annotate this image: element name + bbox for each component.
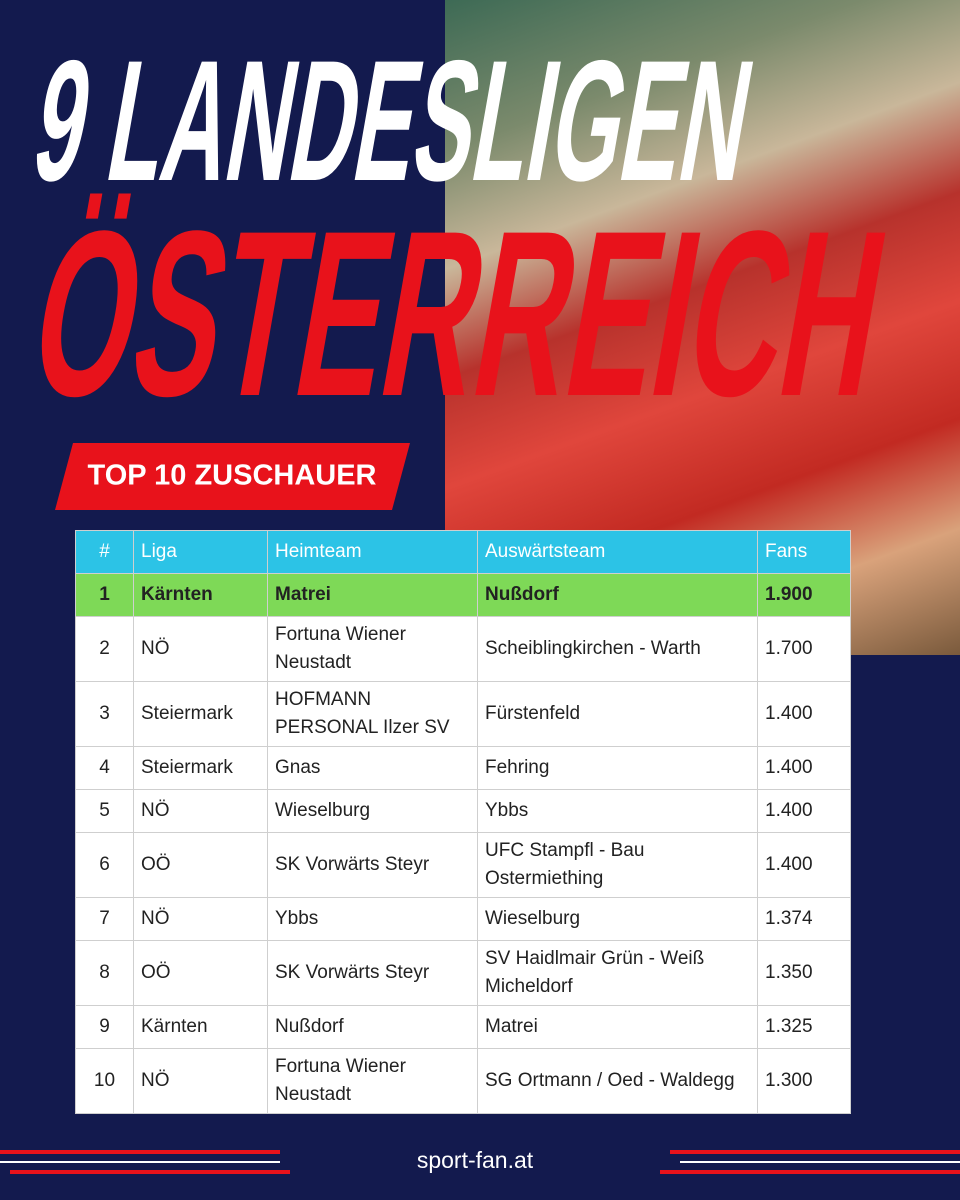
table-cell: SG Ortmann / Oed - Waldegg xyxy=(477,1048,758,1114)
table-cell: 1 xyxy=(75,573,134,617)
table-cell: 1.374 xyxy=(757,897,851,941)
table-cell: Steiermark xyxy=(133,746,268,790)
table-cell: 8 xyxy=(75,940,134,1006)
table-row: 6 OÖ SK Vorwärts Steyr UFC Stampfl - Bau Os… xyxy=(75,832,851,898)
table-cell: 1.700 xyxy=(757,616,851,682)
table-cell: 9 xyxy=(75,1005,134,1049)
table-cell: Nußdorf xyxy=(267,1005,478,1049)
table-row: 5 NÖ Wieselburg Ybbs 1.400 xyxy=(75,789,851,833)
column-header: Heimteam xyxy=(267,530,478,574)
table-cell: Matrei xyxy=(267,573,478,617)
table-cell: OÖ xyxy=(133,832,268,898)
table-cell: Scheiblingkirchen - Warth xyxy=(477,616,758,682)
table-row: 9 Kärnten Nußdorf Matrei 1.325 xyxy=(75,1005,851,1049)
table-cell: SV Haidlmair Grün - Weiß Micheldorf xyxy=(477,940,758,1006)
table-cell: 7 xyxy=(75,897,134,941)
badge-text: TOP 10 ZUSCHAUER xyxy=(88,460,377,492)
table-row: 4 Steiermark Gnas Fehring 1.400 xyxy=(75,746,851,790)
title-block: 9 LANDESLIGEN ÖSTERREICH xyxy=(16,24,902,420)
table-cell: SK Vorwärts Steyr xyxy=(267,940,478,1006)
table-cell: 1.350 xyxy=(757,940,851,1006)
table-cell: 1.900 xyxy=(757,573,851,617)
table-row: 2 NÖ Fortuna Wiener Neustadt Scheiblingkirc… xyxy=(75,616,851,682)
table-cell: 6 xyxy=(75,832,134,898)
table-cell: 2 xyxy=(75,616,134,682)
table-cell: 1.400 xyxy=(757,789,851,833)
table-cell: Fortuna Wiener Neustadt xyxy=(267,1048,478,1114)
table-row: 8 OÖ SK Vorwärts Steyr SV Haidlmair Grün - … xyxy=(75,940,851,1006)
table-cell: HOFMANN PERSONAL Ilzer SV xyxy=(267,681,478,747)
table-cell: Gnas xyxy=(267,746,478,790)
footer-site: sport-fan.at xyxy=(417,1147,534,1173)
table-cell: Fürstenfeld xyxy=(477,681,758,747)
column-header: Auswärtsteam xyxy=(477,530,758,574)
table-cell: Nußdorf xyxy=(477,573,758,617)
column-header: Liga xyxy=(133,530,268,574)
table-cell: 1.400 xyxy=(757,746,851,790)
header-row: # Liga Heimteam Auswärtsteam Fans xyxy=(75,530,851,574)
table-cell: Matrei xyxy=(477,1005,758,1049)
table: # Liga Heimteam Auswärtsteam Fans 1 Kärnten Mat… xyxy=(75,530,851,1114)
table-cell: 5 xyxy=(75,789,134,833)
table-cell: SK Vorwärts Steyr xyxy=(267,832,478,898)
table-cell: Kärnten xyxy=(133,573,268,617)
table-cell: Steiermark xyxy=(133,681,268,747)
table-cell: 1.300 xyxy=(757,1048,851,1114)
table-cell: Ybbs xyxy=(477,789,758,833)
table-cell: 4 xyxy=(75,746,134,790)
table-cell: Ybbs xyxy=(267,897,478,941)
title-line-2: ÖSTERREICH xyxy=(16,183,902,420)
table-row: 3 Steiermark HOFMANN PERSONAL Ilzer SV Fürs… xyxy=(75,681,851,747)
badge: TOP 10 ZUSCHAUER xyxy=(55,443,410,510)
table-cell: 1.400 xyxy=(757,832,851,898)
table-cell: 1.325 xyxy=(757,1005,851,1049)
badge-shape xyxy=(55,443,410,510)
table-cell: NÖ xyxy=(133,616,268,682)
column-header: Fans xyxy=(757,530,851,574)
table-cell: Kärnten xyxy=(133,1005,268,1049)
column-header: # xyxy=(75,530,134,574)
table-row: 1 Kärnten Matrei Nußdorf 1.900 xyxy=(75,573,851,617)
title-line-1: 9 LANDESLIGEN xyxy=(22,24,766,217)
table-row: 7 NÖ Ybbs Wieselburg 1.374 xyxy=(75,897,851,941)
table-cell: 10 xyxy=(75,1048,134,1114)
table-cell: UFC Stampfl - Bau Ostermiething xyxy=(477,832,758,898)
footer: sport-fan.at xyxy=(0,1147,960,1174)
table-cell: Wieselburg xyxy=(477,897,758,941)
table-cell: Fehring xyxy=(477,746,758,790)
table-cell: 3 xyxy=(75,681,134,747)
table-cell: Fortuna Wiener Neustadt xyxy=(267,616,478,682)
table-cell: Wieselburg xyxy=(267,789,478,833)
table-cell: NÖ xyxy=(133,897,268,941)
table-cell: NÖ xyxy=(133,789,268,833)
table-cell: OÖ xyxy=(133,940,268,1006)
table-cell: NÖ xyxy=(133,1048,268,1114)
table-cell: 1.400 xyxy=(757,681,851,747)
table-row: 10 NÖ Fortuna Wiener Neustadt SG Ortmann / … xyxy=(75,1048,851,1114)
